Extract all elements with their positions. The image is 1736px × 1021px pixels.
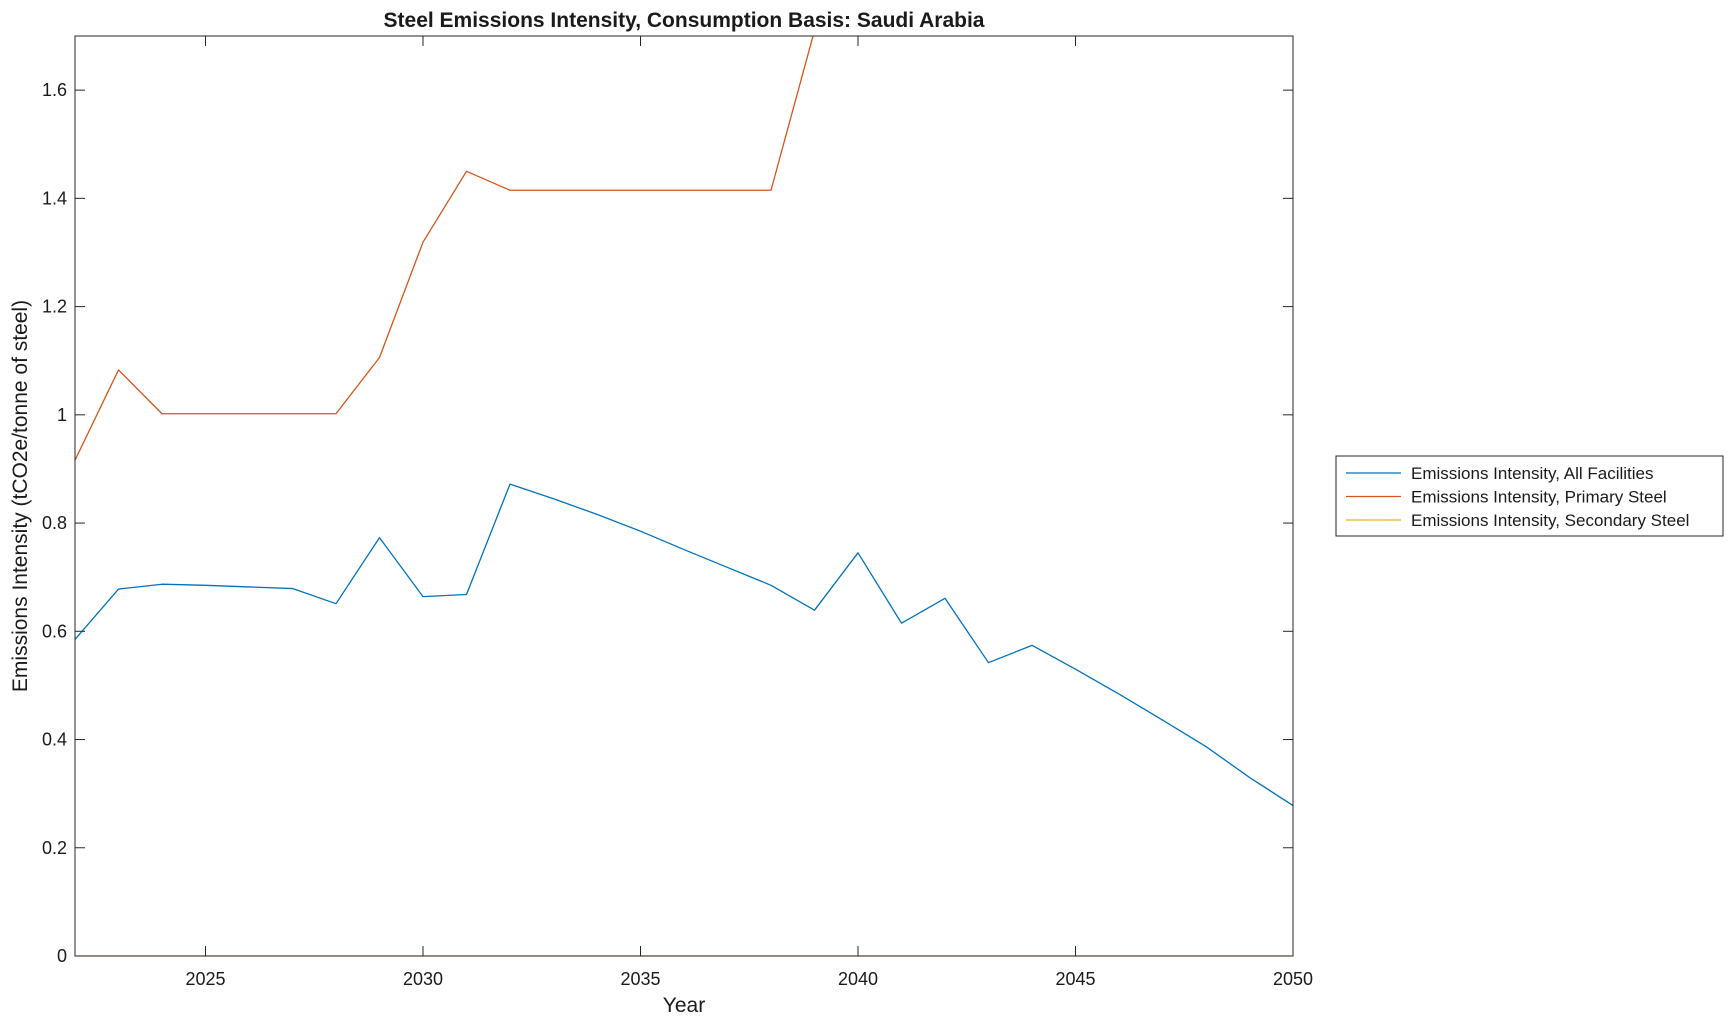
x-tick-label: 2035 bbox=[620, 969, 660, 989]
x-tick-label: 2025 bbox=[185, 969, 225, 989]
series-line-1 bbox=[75, 483, 1293, 807]
legend-label: Emissions Intensity, Secondary Steel bbox=[1411, 511, 1689, 530]
y-tick-label: 0 bbox=[57, 946, 67, 966]
x-tick-label: 2045 bbox=[1055, 969, 1095, 989]
series-layer bbox=[75, 36, 1293, 956]
x-axis: 2025 2030 2035 2040 2045 2050 bbox=[185, 36, 1313, 989]
legend-label: Emissions Intensity, All Facilities bbox=[1411, 464, 1653, 483]
plot-area bbox=[75, 36, 1293, 956]
y-tick-label: 1.6 bbox=[42, 80, 67, 100]
y-tick-label: 1 bbox=[57, 405, 67, 425]
x-tick-label: 2040 bbox=[838, 969, 878, 989]
legend: Emissions Intensity, All Facilities Emiss… bbox=[1335, 455, 1724, 537]
chart-title: Steel Emissions Intensity, Consumption B… bbox=[384, 9, 985, 32]
x-tick-label: 2050 bbox=[1273, 969, 1313, 989]
plot-border bbox=[74, 35, 1294, 957]
series-line-2 bbox=[75, 36, 814, 461]
y-tick-label: 0.4 bbox=[42, 730, 67, 750]
y-tick-label: 0.2 bbox=[42, 838, 67, 858]
y-tick-label: 1.2 bbox=[42, 297, 67, 317]
legend-label: Emissions Intensity, Primary Steel bbox=[1411, 488, 1667, 507]
y-tick-label: 0.8 bbox=[42, 513, 67, 533]
x-tick-label: 2030 bbox=[403, 969, 443, 989]
y-tick-label: 0.6 bbox=[42, 621, 67, 641]
y-axis-label: Emissions Intensity (tCO2e/tonne of stee… bbox=[9, 300, 32, 692]
x-axis-label: Year bbox=[663, 994, 705, 1017]
y-tick-label: 1.4 bbox=[42, 188, 67, 208]
y-axis: 0 0.2 0.4 0.6 0.8 1 1.2 1.4 1.6 bbox=[42, 80, 1293, 966]
